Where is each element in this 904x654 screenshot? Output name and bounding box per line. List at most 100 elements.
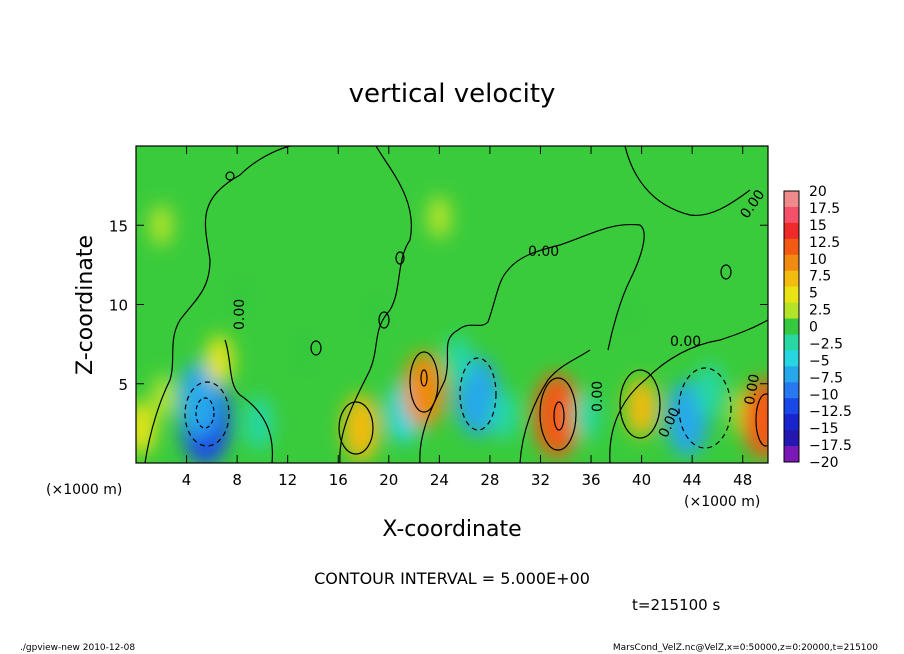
colorbar-swatch <box>784 398 799 415</box>
x-unit-label: (×1000 m) <box>684 494 760 510</box>
contour-cell-6 <box>195 397 215 429</box>
x-tick-label: 44 <box>683 471 702 489</box>
contour-cell-23-inner <box>420 369 428 387</box>
colorbar-label: −5 <box>809 353 830 369</box>
x-tick-label: 36 <box>581 471 600 489</box>
contour-label: 0.00 <box>232 299 248 330</box>
colorbar-label: 5 <box>809 286 818 302</box>
colorbar-label: 2.5 <box>809 303 831 319</box>
colorbar-swatch <box>784 382 799 399</box>
colorbar-swatch <box>784 270 799 288</box>
velocity-cell <box>342 394 380 462</box>
colorbar-swatch <box>784 318 799 335</box>
footer-right: MarsCond_VelZ.nc@VelZ,x=0:50000,z=0:2000… <box>613 643 878 653</box>
contour-zero-center <box>339 146 412 463</box>
x-tick-label: 32 <box>531 471 550 489</box>
colorbar-swatch <box>784 238 799 256</box>
y-tick-label: 15 <box>109 217 128 235</box>
plot-area: 0.00 0.00 0.00 0.00 0.00 0.00 0.00 <box>135 145 769 464</box>
time-label: t=215100 s <box>632 596 720 614</box>
contour-cell-23 <box>409 351 439 413</box>
colorbar-swatch <box>784 414 799 431</box>
contour-cell-33 <box>539 377 577 451</box>
x-tick-label: 12 <box>278 471 297 489</box>
colorbar-swatch <box>784 350 799 367</box>
contour-zero-left <box>144 146 291 463</box>
chart-title: vertical velocity <box>349 79 556 109</box>
velocity-cell <box>178 361 220 438</box>
colorbar-swatch <box>784 430 799 447</box>
colorbar-frame <box>783 190 800 463</box>
colorbar-label: −7.5 <box>809 370 843 386</box>
contour-cell-49 <box>755 393 768 447</box>
x-tick-label: 24 <box>430 471 449 489</box>
velocity-cell <box>491 390 519 441</box>
x-tick-label: 20 <box>379 471 398 489</box>
contour-blob-4 <box>225 171 235 181</box>
colorbar-label: 15 <box>809 218 827 234</box>
contour-cell-27 <box>459 357 497 431</box>
velocity-cell <box>427 196 452 239</box>
contour-zero-mid <box>419 223 645 463</box>
y-axis: 5 10 15 <box>109 217 768 394</box>
velocity-cell <box>205 335 234 385</box>
contour-blob-5 <box>720 264 732 280</box>
contour-label: 0.00 <box>590 381 606 412</box>
velocity-cell <box>243 396 274 451</box>
y-axis-title: Z-coordinate <box>73 235 98 375</box>
x-tick-label: 4 <box>182 471 192 489</box>
colorbar-swatch <box>784 446 799 463</box>
x-axis-title: X-coordinate <box>382 517 521 542</box>
colorbar-label: −15 <box>809 421 839 437</box>
contour-lines <box>144 146 768 463</box>
velocity-cell <box>572 390 600 441</box>
colorbar-label: 10 <box>809 252 827 268</box>
velocity-cell <box>231 275 256 318</box>
colorbar: 2017.51512.5107.552.50−2.5−5−7.5−10−12.5… <box>783 184 852 471</box>
velocity-cell <box>617 292 641 333</box>
contour-blob-3 <box>310 340 322 356</box>
colorbar-swatch <box>784 366 799 383</box>
colorbar-swatch <box>784 334 799 351</box>
contour-label: 0.00 <box>742 373 763 406</box>
x-axis: 4 8 12 16 20 24 28 32 36 40 44 48 <box>182 146 752 489</box>
contour-cell-4 <box>184 381 230 447</box>
colorbar-label: −2.5 <box>809 336 843 352</box>
velocity-cell <box>290 329 316 375</box>
contour-zero-midleft <box>224 339 274 463</box>
colorbar-swatch <box>784 206 799 224</box>
colorbar-label: 17.5 <box>809 201 840 217</box>
x-tick-label: 16 <box>329 471 348 489</box>
y-tick-label: 10 <box>109 297 128 315</box>
colorbar-label: −20 <box>809 455 839 471</box>
velocity-cell <box>533 373 581 458</box>
contour-cell-44 <box>678 367 732 449</box>
contour-cell-33-inner <box>553 401 565 431</box>
velocity-cell <box>625 378 658 437</box>
velocity-cell <box>403 352 445 428</box>
velocity-cells <box>136 196 768 463</box>
contour-cell-18 <box>338 401 374 455</box>
contour-zero-right <box>624 146 751 217</box>
y-unit-label: (×1000 m) <box>46 482 122 498</box>
colorbar-label: 0 <box>809 320 818 336</box>
velocity-cell <box>695 363 725 417</box>
x-tick-label: 8 <box>232 471 242 489</box>
x-tick-label: 40 <box>632 471 651 489</box>
colorbar-label: 12.5 <box>809 235 840 251</box>
contour-blob-2 <box>378 311 390 329</box>
contour-label: 0.00 <box>670 334 701 350</box>
y-tick-label: 5 <box>118 376 128 394</box>
x-tick-label: 48 <box>733 471 752 489</box>
colorbar-label: −10 <box>809 387 839 403</box>
velocity-cell <box>742 378 768 459</box>
contour-blob-1 <box>395 251 405 265</box>
contour-label: 0.00 <box>528 244 559 260</box>
contour-zero-east <box>609 319 768 463</box>
contour-cell-40 <box>619 369 661 439</box>
contour-zero-lower <box>519 349 591 463</box>
colorbar-swatch <box>784 254 799 272</box>
colorbar-swatch <box>784 222 799 240</box>
footer-left: ./gpview-new 2010-12-08 <box>20 643 135 653</box>
